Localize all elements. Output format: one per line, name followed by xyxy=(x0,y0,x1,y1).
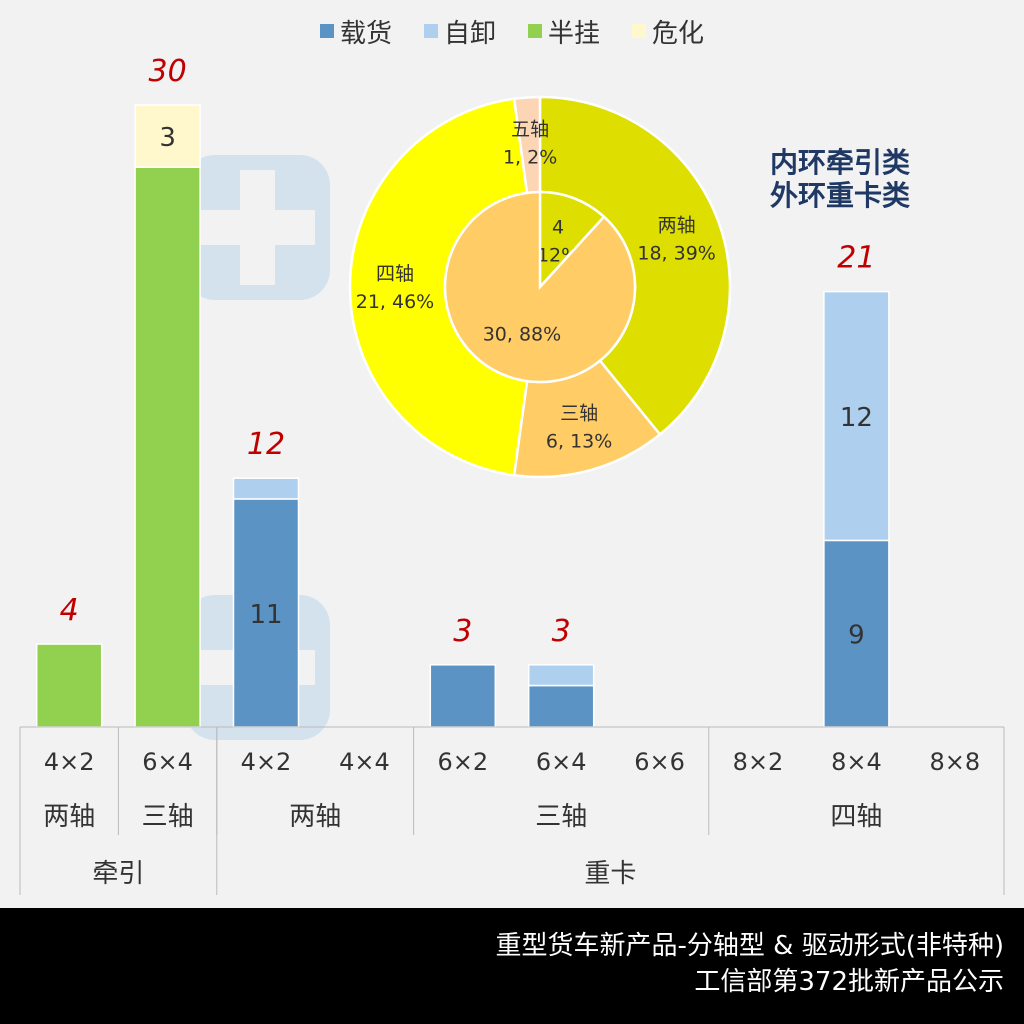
category-label: 6×4 xyxy=(142,748,193,776)
chart: 载货 自卸 半挂 危化 4 4×2 3 30 6×4 11 12 4×2 4×4 3 6×2 3 6×4 6×6 8… xyxy=(19,19,1005,895)
category-label: 4×2 xyxy=(241,748,292,776)
bar-segment xyxy=(232,477,300,500)
total-label: 30 xyxy=(149,54,187,89)
legend-label: 自卸 xyxy=(444,19,496,49)
total-label: 12 xyxy=(247,427,285,462)
pie-annotation: 外环重卡类 xyxy=(770,179,910,212)
category-label: 4×2 xyxy=(44,748,95,776)
bar-segment xyxy=(527,684,595,728)
pie-annotation: 内环牵引类 xyxy=(770,146,910,179)
watermark-logo-square xyxy=(185,155,330,300)
pie-label: 三轴 xyxy=(560,403,598,425)
pie-label: 两轴 xyxy=(658,214,696,236)
bar-segment xyxy=(429,664,497,728)
inner-slice xyxy=(538,190,606,291)
type-group-label: 重卡 xyxy=(584,859,636,889)
type-group-label: 牵引 xyxy=(92,859,144,889)
pie-label: 6, 13% xyxy=(546,431,612,453)
category-label: 8×4 xyxy=(831,748,882,776)
axle-group-label: 三轴 xyxy=(142,802,194,832)
pie-label: 1, 2% xyxy=(503,146,557,168)
legend-label: 危化 xyxy=(652,19,704,49)
category-label: 8×8 xyxy=(929,748,980,776)
bar-segment xyxy=(35,643,103,728)
axle-group-label: 两轴 xyxy=(289,802,341,832)
bar-value-label: 9 xyxy=(848,621,865,651)
pie-label: 21, 46% xyxy=(356,291,435,313)
bar-segment xyxy=(823,539,890,728)
pie-label: 四轴 xyxy=(376,263,414,285)
pie-label: 五轴 xyxy=(511,118,549,140)
category-label: 8×2 xyxy=(733,748,784,776)
bar-segment xyxy=(232,498,300,728)
legend-swatch xyxy=(424,24,438,38)
bar-value-label: 3 xyxy=(159,123,176,153)
legend-label: 载货 xyxy=(340,19,392,49)
watermark-logo-cross xyxy=(240,170,275,285)
footer: 重型货车新产品-分轴型 & 驱动形式(非特种) 工信部第372批新产品公示 xyxy=(0,908,1024,1024)
total-label: 3 xyxy=(552,614,571,649)
category-label: 6×4 xyxy=(536,748,587,776)
pie-label: 18, 39% xyxy=(637,242,716,264)
watermark-logo xyxy=(185,155,330,300)
bar-segment xyxy=(134,104,201,168)
total-label: 4 xyxy=(60,593,79,628)
legend-swatch xyxy=(632,24,646,38)
legend-swatch xyxy=(528,24,542,38)
total-label: 3 xyxy=(453,614,472,649)
bar-segment xyxy=(134,166,201,728)
category-label: 6×6 xyxy=(634,748,685,776)
category-label: 6×2 xyxy=(437,748,488,776)
total-label: 21 xyxy=(837,241,875,276)
category-label: 4×4 xyxy=(339,748,390,776)
axle-group-label: 三轴 xyxy=(535,802,587,832)
pie-label: 30, 88% xyxy=(483,324,562,346)
pie-label: 4 xyxy=(552,216,564,238)
axle-group-label: 两轴 xyxy=(43,802,95,832)
inner-slice xyxy=(443,190,637,384)
bar-segment xyxy=(527,664,595,687)
bar-segment xyxy=(823,290,890,542)
bar-value-label: 11 xyxy=(249,600,282,630)
footer-title: 重型货车新产品-分轴型 & 驱动形式(非特种) xyxy=(495,931,1004,961)
bar-value-label: 12 xyxy=(840,403,873,433)
footer-subtitle: 工信部第372批新产品公示 xyxy=(694,967,1004,997)
watermark-logo-cross xyxy=(200,210,315,245)
legend-swatch xyxy=(320,24,334,38)
axle-group-label: 四轴 xyxy=(830,802,882,832)
legend-label: 半挂 xyxy=(548,19,600,49)
